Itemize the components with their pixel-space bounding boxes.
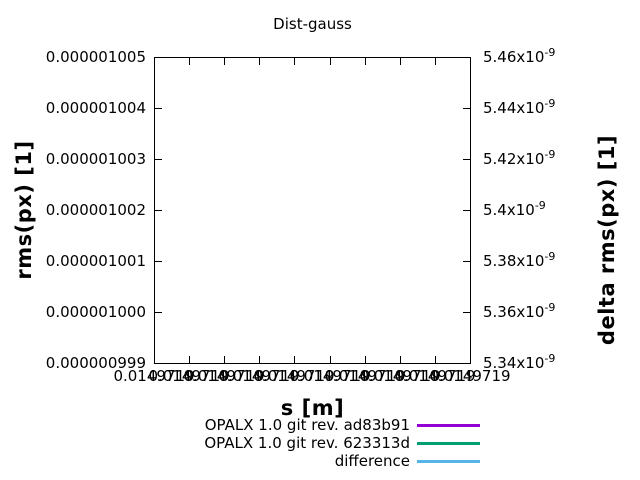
- tick-mark: [463, 261, 470, 262]
- tick-mark: [463, 210, 470, 211]
- tick-mark: [259, 356, 260, 363]
- x-axis-title: s [m]: [280, 396, 345, 420]
- x-tick-label: 0.0149719: [148, 367, 230, 385]
- tick-mark: [330, 356, 331, 363]
- tick-mark: [435, 58, 436, 65]
- tick-mark: [155, 159, 162, 160]
- legend-line-sample: [417, 424, 480, 427]
- legend-label: difference: [334, 452, 410, 470]
- tick-mark: [294, 356, 295, 363]
- x-tick-label: 0.0149719: [359, 367, 441, 385]
- y2-tick-label: 5.34x10-9: [483, 352, 556, 372]
- y-tick-label: 0.000001005: [45, 48, 146, 66]
- y-tick-label: 0.000001004: [45, 99, 146, 117]
- x-tick-label: 0.0149719: [429, 367, 511, 385]
- tick-mark: [463, 312, 470, 313]
- y2-tick-label: 5.42x10-9: [483, 148, 556, 168]
- x-tick-label: 0.0149719: [253, 367, 335, 385]
- legend-line-sample: [417, 460, 480, 463]
- y2-axis-title: delta rms(px) [1]: [595, 134, 619, 346]
- x-tick-label: 0.0149719: [394, 367, 476, 385]
- y2-tick-label: 5.36x10-9: [483, 301, 556, 321]
- y-tick-label: 0.000001001: [45, 252, 146, 270]
- legend-item: OPALX 1.0 git rev. ad83b91: [0, 416, 480, 434]
- tick-mark: [463, 159, 470, 160]
- tick-mark: [365, 58, 366, 65]
- chart-title: Dist-gauss: [273, 15, 352, 33]
- tick-mark: [259, 58, 260, 65]
- x-tick-label: 0.0149719: [183, 367, 265, 385]
- legend-label: OPALX 1.0 git rev. 623313d: [204, 434, 410, 452]
- tick-mark: [189, 58, 190, 65]
- tick-mark: [155, 312, 162, 313]
- y-axis-title: rms(px) [1]: [12, 140, 36, 280]
- legend-line-sample: [417, 442, 480, 445]
- legend-item: OPALX 1.0 git rev. 623313d: [0, 434, 480, 452]
- tick-mark: [330, 58, 331, 65]
- y2-tick-label: 5.44x10-9: [483, 97, 556, 117]
- x-tick-label: 0.0149719: [113, 367, 195, 385]
- x-tick-label: 0.0149719: [289, 367, 371, 385]
- tick-mark: [224, 356, 225, 363]
- tick-mark: [155, 261, 162, 262]
- legend-item: difference: [0, 452, 480, 470]
- y-tick-label: 0.000001003: [45, 150, 146, 168]
- tick-mark: [155, 108, 162, 109]
- y2-tick-label: 5.46x10-9: [483, 46, 556, 66]
- y-tick-label: 0.000001000: [45, 303, 146, 321]
- legend-label: OPALX 1.0 git rev. ad83b91: [204, 416, 410, 434]
- plot-area: [154, 57, 471, 364]
- tick-mark: [294, 58, 295, 65]
- tick-mark: [400, 356, 401, 363]
- tick-mark: [400, 58, 401, 65]
- tick-mark: [365, 356, 366, 363]
- tick-mark: [155, 210, 162, 211]
- tick-mark: [189, 356, 190, 363]
- y-tick-label: 0.000000999: [45, 354, 146, 372]
- x-tick-label: 0.0149719: [218, 367, 300, 385]
- tick-mark: [463, 108, 470, 109]
- y2-tick-label: 5.4x10-9: [483, 199, 546, 219]
- y2-tick-label: 5.38x10-9: [483, 250, 556, 270]
- tick-mark: [224, 58, 225, 65]
- tick-mark: [435, 356, 436, 363]
- x-tick-label: 0.0149719: [324, 367, 406, 385]
- y-tick-label: 0.000001002: [45, 201, 146, 219]
